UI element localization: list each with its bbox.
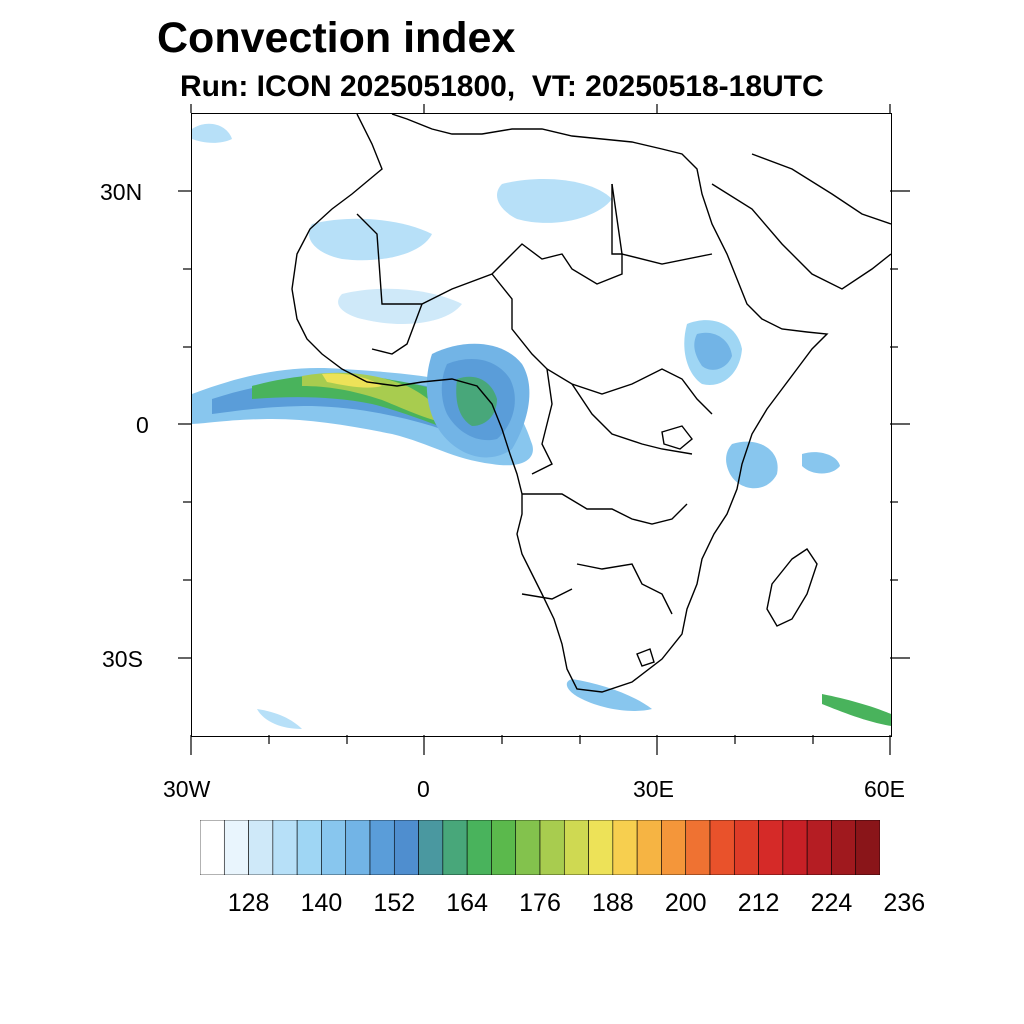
colorbar-swatch xyxy=(369,820,395,875)
colorbar-label: 200 xyxy=(664,889,707,917)
colorbar-swatch xyxy=(345,820,371,875)
colorbar-swatch xyxy=(272,820,298,875)
colorbar-swatch xyxy=(806,820,832,875)
lat-label-30n: 30N xyxy=(100,179,143,205)
lon-label-30e: 30E xyxy=(633,776,674,802)
colorbar-label: 236 xyxy=(883,889,926,917)
lon-label-60e: 60E xyxy=(864,776,905,802)
colorbar-swatch xyxy=(782,820,808,875)
chart-subtitle: Run: ICON 2025051800, VT: 20250518-18UTC xyxy=(180,70,824,103)
lon-label-0: 0 xyxy=(417,776,430,802)
colorbar-swatch xyxy=(661,820,687,875)
colorbar-swatch xyxy=(563,820,589,875)
colorbar-label: 176 xyxy=(519,889,561,917)
convection-field xyxy=(192,123,891,729)
colorbar-swatch xyxy=(418,820,444,875)
colorbar-swatch xyxy=(758,820,784,875)
colorbar-label: 224 xyxy=(810,889,853,917)
colorbar-swatch xyxy=(612,820,638,875)
colorbar-swatch xyxy=(321,820,347,875)
colorbar-swatch xyxy=(393,820,419,875)
map-panel xyxy=(191,113,892,737)
coastlines xyxy=(291,114,891,693)
colorbar-swatch xyxy=(466,820,492,875)
lat-label-0: 0 xyxy=(136,412,149,438)
colorbar-swatch xyxy=(588,820,614,875)
colorbar-swatch xyxy=(296,820,322,875)
lat-label-30s: 30S xyxy=(102,646,143,672)
colorbar-label: 188 xyxy=(591,889,634,917)
colorbar-swatch xyxy=(709,820,735,875)
colorbar-label: 212 xyxy=(737,889,780,917)
colorbar-swatch xyxy=(491,820,517,875)
colorbar-swatch xyxy=(442,820,468,875)
colorbar-swatch xyxy=(636,820,662,875)
africa-map xyxy=(192,114,891,729)
colorbar xyxy=(200,820,880,875)
colorbar-label: 164 xyxy=(446,889,488,917)
colorbar-swatch xyxy=(539,820,565,875)
lon-label-30w: 30W xyxy=(163,776,211,802)
colorbar-swatch xyxy=(515,820,541,875)
colorbar-label: 140 xyxy=(300,889,343,917)
colorbar-swatch xyxy=(831,820,857,875)
colorbar-swatch xyxy=(223,820,249,875)
chart-title: Convection index xyxy=(157,14,516,62)
colorbar-swatch xyxy=(200,820,225,875)
colorbar-label: 152 xyxy=(373,889,416,917)
colorbar-swatch xyxy=(248,820,274,875)
colorbar-label: 128 xyxy=(227,889,270,917)
colorbar-swatch xyxy=(733,820,759,875)
colorbar-swatch xyxy=(855,820,880,875)
colorbar-swatch xyxy=(685,820,711,875)
